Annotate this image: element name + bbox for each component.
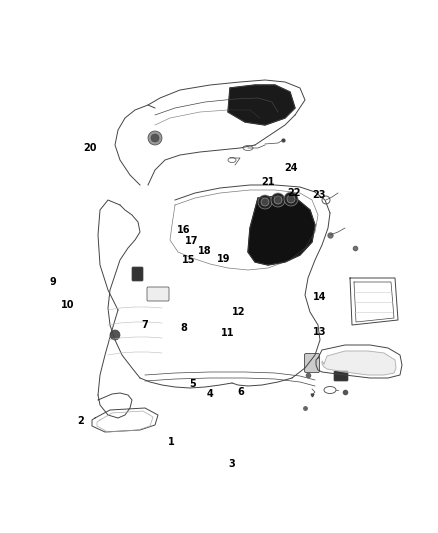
- Circle shape: [261, 198, 269, 206]
- Text: 15: 15: [182, 255, 195, 265]
- Text: 13: 13: [313, 327, 326, 336]
- Text: 4: 4: [207, 390, 214, 399]
- Circle shape: [148, 131, 162, 145]
- Text: 10: 10: [61, 300, 74, 310]
- Text: 9: 9: [49, 278, 56, 287]
- Circle shape: [151, 134, 159, 142]
- Text: 17: 17: [185, 236, 198, 246]
- Circle shape: [274, 196, 282, 204]
- FancyBboxPatch shape: [132, 267, 143, 281]
- Text: 14: 14: [313, 293, 326, 302]
- Text: 11: 11: [221, 328, 234, 338]
- Text: 18: 18: [198, 246, 212, 255]
- FancyBboxPatch shape: [147, 287, 169, 301]
- Polygon shape: [248, 196, 315, 265]
- Text: 20: 20: [83, 143, 96, 153]
- Text: 8: 8: [180, 323, 187, 333]
- Text: 24: 24: [285, 163, 298, 173]
- Text: 16: 16: [177, 225, 191, 235]
- Text: 3: 3: [229, 459, 236, 469]
- FancyBboxPatch shape: [304, 353, 319, 373]
- Text: 1: 1: [167, 438, 174, 447]
- Text: 6: 6: [237, 387, 244, 397]
- Text: 12: 12: [232, 307, 245, 317]
- Circle shape: [110, 330, 120, 340]
- Text: 7: 7: [141, 320, 148, 330]
- Text: 2: 2: [78, 416, 85, 426]
- Text: 19: 19: [217, 254, 230, 264]
- Polygon shape: [228, 85, 295, 125]
- Circle shape: [271, 193, 285, 207]
- Polygon shape: [322, 351, 396, 375]
- Text: 21: 21: [261, 177, 275, 187]
- Text: 5: 5: [189, 379, 196, 389]
- FancyBboxPatch shape: [334, 371, 348, 381]
- Text: 22: 22: [288, 188, 301, 198]
- Circle shape: [287, 195, 295, 203]
- Circle shape: [258, 195, 272, 209]
- Text: 23: 23: [312, 190, 325, 199]
- Circle shape: [284, 192, 298, 206]
